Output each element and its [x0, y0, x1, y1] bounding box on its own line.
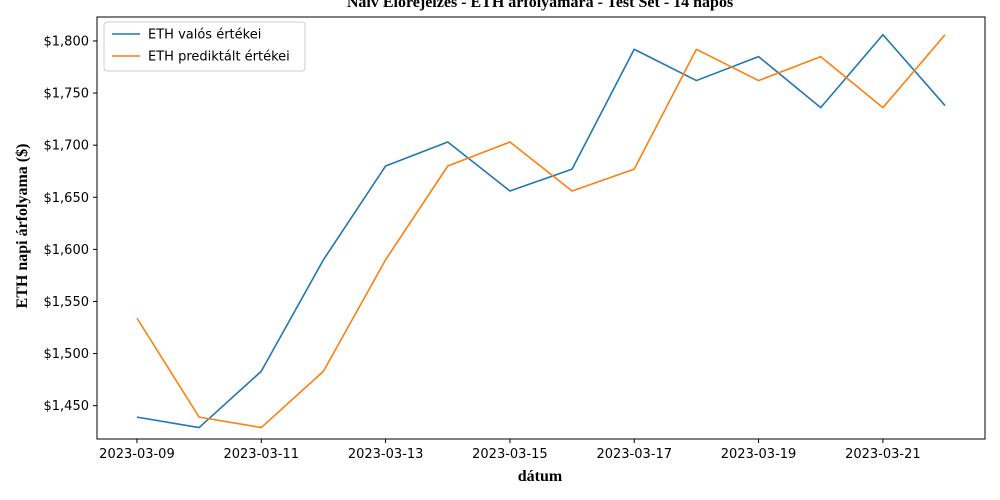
y-tick-label: $1,500 [44, 347, 90, 362]
y-axis-label: ETH napi árfolyama ($) [14, 144, 31, 309]
legend: ETH valós értékei ETH prediktált értékei [103, 21, 306, 72]
x-tick-label: 2023-03-17 [596, 447, 672, 462]
plot-frame [96, 16, 986, 440]
y-tick-label: $1,600 [44, 243, 90, 258]
legend-label-1: ETH prediktált értékei [148, 50, 290, 65]
series-lines [136, 33, 946, 429]
x-axis-label: dátum [518, 468, 563, 485]
series-line-0 [136, 33, 946, 429]
plot-area [96, 16, 986, 440]
y-tick-label: $1,650 [44, 191, 90, 206]
x-tick-label: 2023-03-11 [223, 447, 299, 462]
y-tick-label: $1,700 [44, 139, 90, 154]
legend-box [103, 21, 306, 72]
x-tick-label: 2023-03-21 [845, 447, 921, 462]
series-line-1 [136, 34, 946, 429]
y-tick-label: $1,750 [44, 87, 90, 102]
y-tick-label: $1,800 [44, 34, 90, 49]
legend-label-0: ETH valós értékei [148, 28, 261, 43]
y-tick-label: $1,450 [44, 399, 90, 414]
x-tick-label: 2023-03-19 [721, 447, 797, 462]
y-axis: $1,450 $1,500 $1,550 $1,600 $1,650 $1,700 $1,7… [44, 34, 97, 414]
x-axis: 2023-03-09 2023-03-11 2023-03-13 2023-03-15… [99, 439, 921, 462]
x-tick-label: 2023-03-15 [472, 447, 548, 462]
x-tick-label: 2023-03-13 [348, 447, 424, 462]
x-tick-label: 2023-03-09 [99, 447, 175, 462]
chart-title: Naív Előrejelzés - ETH árfolyamára - Tes… [347, 0, 733, 11]
y-tick-label: $1,550 [44, 295, 90, 310]
